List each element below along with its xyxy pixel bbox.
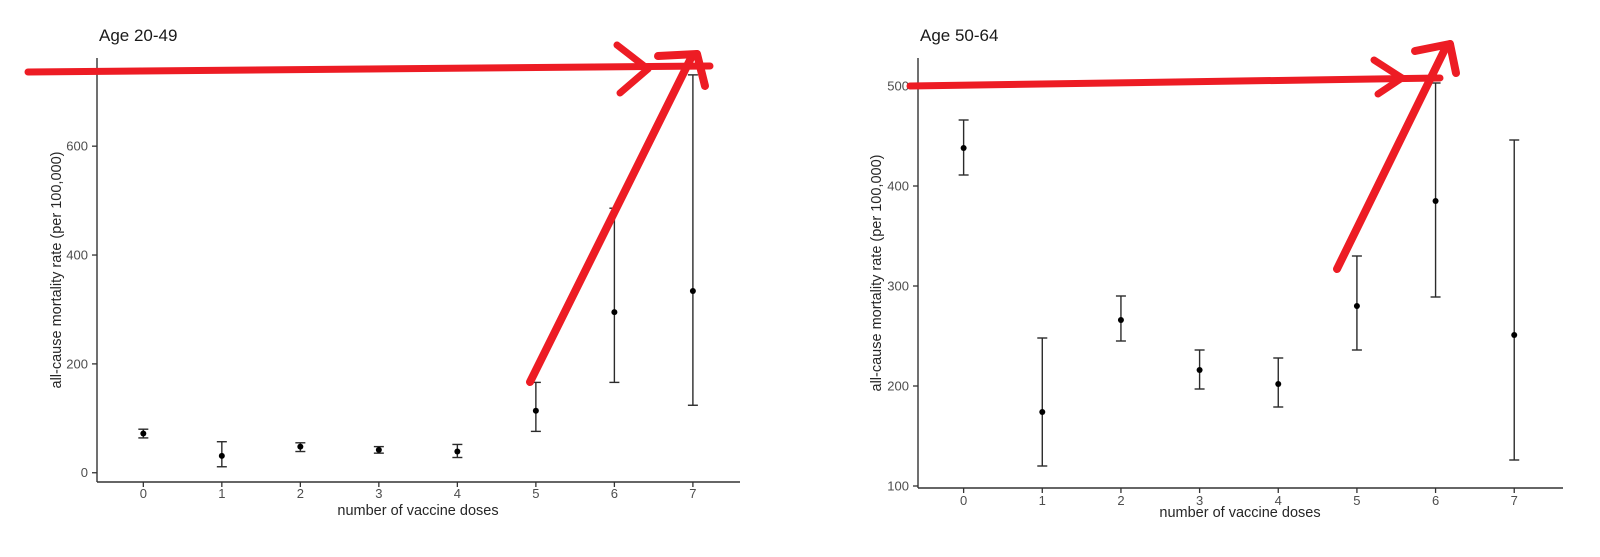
- red-annotation-segment: [1446, 40, 1460, 77]
- data-point: [140, 430, 147, 437]
- data-point: [297, 443, 304, 450]
- data-point: [689, 287, 696, 294]
- data-point: [1117, 317, 1124, 323]
- red-annotation-segment: [613, 41, 652, 73]
- red-annotation-segment: [1370, 56, 1406, 82]
- x-tick-label: 2: [297, 486, 304, 501]
- x-tick-label: 3: [1196, 493, 1203, 508]
- x-axis-label-left: number of vaccine doses: [337, 503, 499, 519]
- x-axis-label-right: number of vaccine doses: [1159, 505, 1321, 521]
- y-tick-label: 200: [66, 356, 88, 371]
- data-point: [1039, 409, 1046, 415]
- x-tick-label: 5: [1353, 493, 1360, 508]
- data-point: [1511, 332, 1518, 338]
- data-point: [454, 448, 461, 455]
- x-tick-label: 7: [1511, 493, 1518, 508]
- y-tick-label: 500: [887, 79, 909, 94]
- y-tick-label: 400: [66, 248, 88, 263]
- y-tick-label: 600: [66, 139, 88, 154]
- y-tick-label: 300: [887, 279, 909, 294]
- x-tick-label: 4: [454, 486, 461, 501]
- x-tick-label: 1: [1039, 493, 1046, 508]
- y-axis-label-left: all-cause mortality rate (per 100,000): [49, 151, 65, 389]
- data-point: [1353, 303, 1360, 309]
- red-annotation-arrow-1: [1333, 40, 1460, 273]
- red-annotation-segment: [654, 50, 701, 60]
- x-tick-label: 2: [1117, 493, 1124, 508]
- chart-panel-1: 100 200 300 400 500 0 1 2 3 4 5 6 7: [887, 40, 1563, 508]
- data-point: [532, 407, 539, 414]
- red-annotation-segment: [526, 54, 695, 386]
- red-annotation-segment: [1333, 45, 1449, 273]
- red-annotation-segment: [693, 50, 709, 90]
- data-point: [218, 452, 225, 459]
- y-tick-label: 200: [887, 379, 909, 394]
- y-tick-label: 400: [887, 179, 909, 194]
- red-annotation-arrow-0: [906, 56, 1444, 98]
- chart-title-age-20-49: Age 20-49: [99, 26, 178, 45]
- red-annotation-arrow-0: [24, 41, 714, 97]
- red-annotation-segment: [616, 65, 652, 97]
- x-tick-label: 6: [611, 486, 618, 501]
- red-annotation-segment: [1411, 40, 1454, 55]
- x-tick-label: 0: [960, 493, 967, 508]
- x-tick-label: 3: [375, 486, 382, 501]
- data-point: [611, 309, 618, 316]
- data-point: [375, 446, 382, 453]
- x-tick-label: 1: [218, 486, 225, 501]
- x-tick-label: 0: [140, 486, 147, 501]
- data-point: [1432, 198, 1439, 204]
- data-point: [1196, 367, 1203, 373]
- y-axis-label-right: all-cause mortality rate (per 100,000): [869, 154, 885, 392]
- red-annotation-segment: [24, 62, 714, 76]
- y-tick-label: 0: [81, 465, 88, 480]
- x-tick-label: 6: [1432, 493, 1439, 508]
- y-tick-label: 100: [887, 479, 909, 494]
- red-annotation-segment: [906, 74, 1444, 90]
- chart-panel-0: 0 200 400 600 0 1 2 3 4 5 6 7: [24, 41, 740, 501]
- x-tick-label: 4: [1275, 493, 1282, 508]
- x-tick-label: 7: [689, 486, 696, 501]
- red-annotation-segment: [1374, 74, 1406, 98]
- red-annotation-arrow-1: [526, 50, 709, 386]
- data-point: [960, 145, 967, 151]
- data-point: [1275, 381, 1282, 387]
- chart-title-age-50-64: Age 50-64: [920, 26, 999, 45]
- x-tick-label: 5: [532, 486, 539, 501]
